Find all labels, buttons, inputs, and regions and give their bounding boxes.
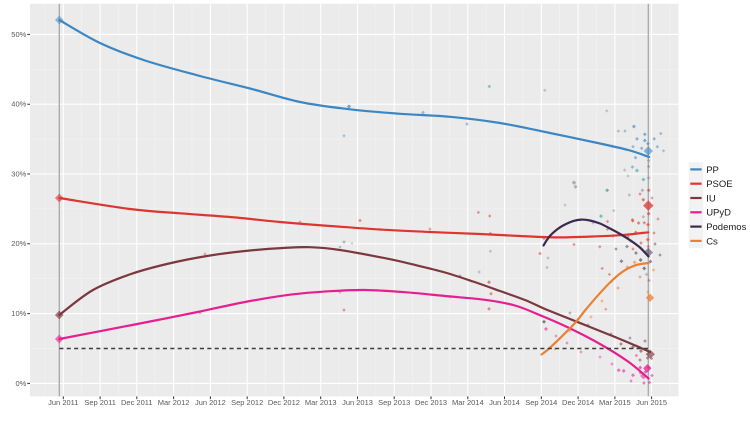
svg-text:30%: 30% bbox=[11, 169, 26, 178]
svg-text:Mar 2012: Mar 2012 bbox=[158, 398, 190, 407]
svg-text:Sep 2014: Sep 2014 bbox=[525, 398, 557, 407]
svg-text:Sep 2011: Sep 2011 bbox=[84, 398, 116, 407]
svg-text:Cs: Cs bbox=[706, 236, 718, 247]
svg-text:UPyD: UPyD bbox=[706, 208, 731, 219]
svg-text:IU: IU bbox=[706, 193, 716, 204]
svg-text:PP: PP bbox=[706, 165, 719, 176]
svg-text:Jun 2014: Jun 2014 bbox=[489, 398, 520, 407]
svg-text:Dec 2013: Dec 2013 bbox=[415, 398, 447, 407]
svg-text:50%: 50% bbox=[11, 30, 26, 39]
svg-text:Jun 2015: Jun 2015 bbox=[636, 398, 667, 407]
svg-text:Sep 2013: Sep 2013 bbox=[378, 398, 410, 407]
svg-text:Jun 2013: Jun 2013 bbox=[342, 398, 373, 407]
svg-text:Jun 2012: Jun 2012 bbox=[195, 398, 226, 407]
svg-text:PSOE: PSOE bbox=[706, 179, 732, 190]
svg-text:Dec 2011: Dec 2011 bbox=[121, 398, 153, 407]
svg-text:20%: 20% bbox=[11, 239, 26, 248]
svg-text:Dec 2014: Dec 2014 bbox=[562, 398, 594, 407]
svg-text:Mar 2013: Mar 2013 bbox=[305, 398, 337, 407]
svg-text:0%: 0% bbox=[15, 379, 26, 388]
svg-text:Jun 2011: Jun 2011 bbox=[48, 398, 78, 407]
svg-text:Mar 2015: Mar 2015 bbox=[599, 398, 631, 407]
svg-text:Podemos: Podemos bbox=[706, 222, 746, 233]
svg-text:10%: 10% bbox=[11, 309, 26, 318]
svg-text:40%: 40% bbox=[11, 100, 26, 109]
svg-text:Dec 2012: Dec 2012 bbox=[268, 398, 300, 407]
svg-text:Mar 2014: Mar 2014 bbox=[452, 398, 484, 407]
svg-text:Sep 2012: Sep 2012 bbox=[231, 398, 263, 407]
